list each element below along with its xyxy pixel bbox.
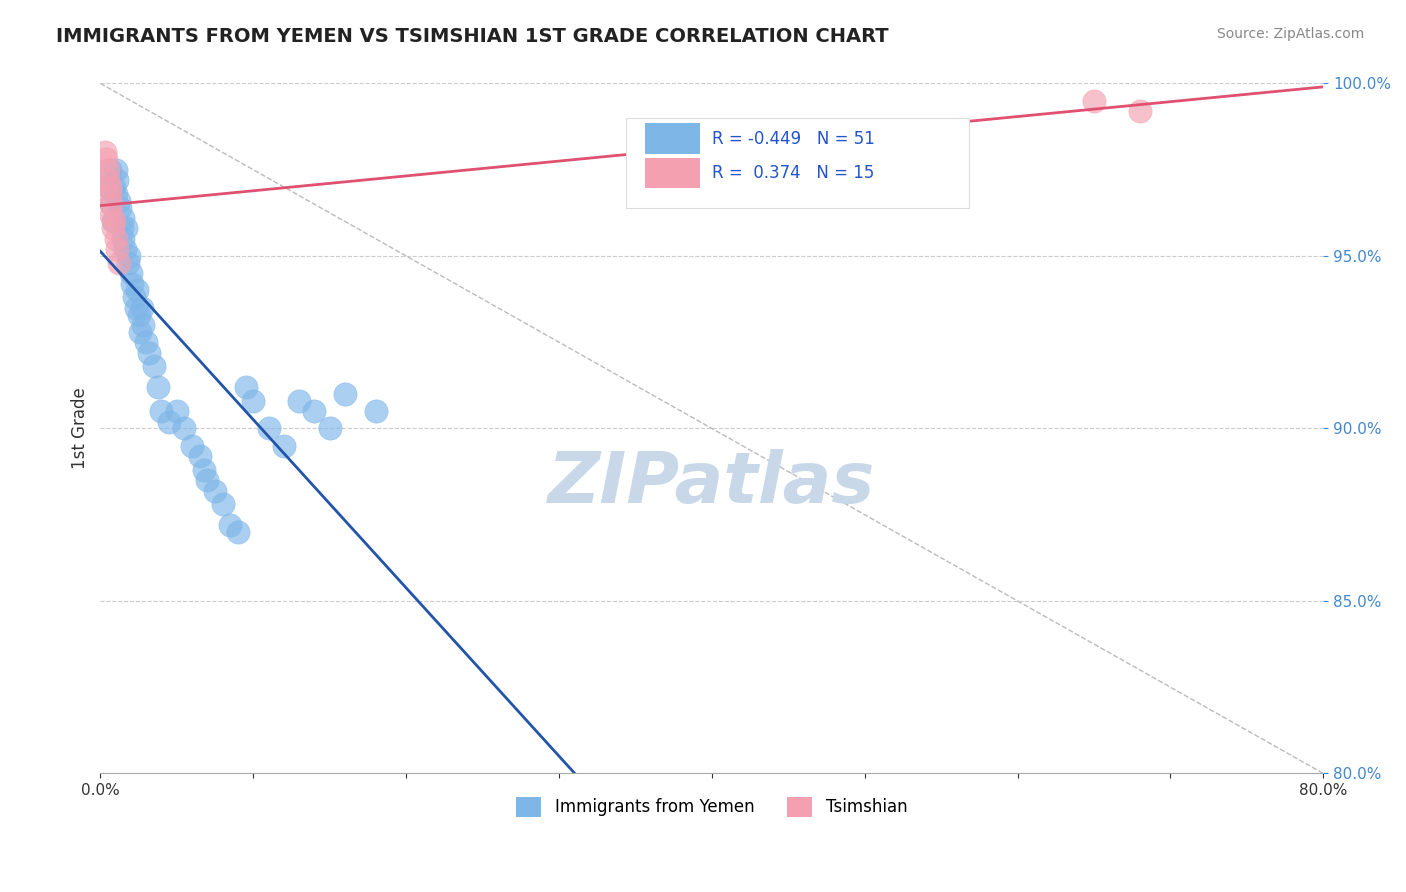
Point (157, 415, 180, 429)
Point (105, 173, 128, 187)
Point (97, 180, 120, 194)
Point (204, 483, 226, 498)
Point (117, 256, 139, 270)
Point (181, 439, 204, 453)
Point (98, 186, 121, 201)
Bar (644, 158, 700, 188)
Point (98, 180, 121, 194)
Point (242, 393, 264, 408)
Point (173, 421, 195, 435)
Point (103, 214, 125, 228)
Point (100, 197, 122, 211)
Point (188, 449, 211, 463)
Point (100, 208, 122, 222)
Point (226, 524, 249, 539)
Bar (644, 123, 700, 153)
Point (110, 201, 132, 215)
Point (304, 404, 326, 418)
Point (112, 211, 135, 225)
Legend: Immigrants from Yemen, Tsimshian: Immigrants from Yemen, Tsimshian (509, 790, 914, 823)
Point (257, 421, 280, 435)
Point (124, 301, 146, 315)
Y-axis label: 1st Grade: 1st Grade (72, 387, 89, 469)
Point (318, 421, 340, 435)
Point (288, 393, 311, 408)
Point (132, 318, 155, 332)
Point (219, 518, 242, 533)
Point (129, 325, 152, 339)
Point (195, 473, 218, 487)
Point (150, 404, 173, 418)
Point (364, 404, 387, 418)
Point (98, 162, 121, 177)
Point (211, 497, 233, 511)
Text: Source: ZipAtlas.com: Source: ZipAtlas.com (1216, 27, 1364, 41)
Point (1129, 103, 1152, 118)
Point (104, 162, 127, 177)
Point (122, 290, 145, 304)
Point (97, 173, 120, 187)
Text: R =  0.374   N = 15: R = 0.374 N = 15 (711, 164, 875, 182)
Point (166, 404, 188, 418)
Point (112, 232, 135, 246)
Point (135, 335, 157, 350)
Point (193, 463, 215, 477)
Point (235, 380, 257, 394)
Text: IMMIGRANTS FROM YEMEN VS TSIMSHIAN 1ST GRADE CORRELATION CHART: IMMIGRANTS FROM YEMEN VS TSIMSHIAN 1ST G… (56, 27, 889, 45)
Point (103, 180, 125, 194)
Point (94, 145, 117, 160)
Point (107, 256, 129, 270)
Point (118, 249, 141, 263)
Point (104, 186, 127, 201)
Point (125, 284, 148, 298)
Point (121, 277, 143, 291)
Point (96, 153, 118, 167)
Point (114, 242, 136, 256)
Point (111, 221, 134, 235)
Point (138, 345, 160, 359)
Point (120, 266, 142, 280)
Point (148, 380, 170, 394)
Point (105, 242, 128, 256)
Point (100, 197, 122, 211)
Point (333, 387, 356, 401)
FancyBboxPatch shape (626, 118, 969, 208)
Point (107, 194, 129, 208)
Text: R = -0.449   N = 51: R = -0.449 N = 51 (711, 129, 875, 148)
Point (273, 439, 295, 453)
Text: ZIPatlas: ZIPatlas (548, 450, 876, 518)
Point (128, 308, 150, 322)
Point (101, 221, 124, 235)
Point (101, 214, 124, 228)
Point (115, 221, 138, 235)
Point (97, 162, 120, 177)
Point (142, 359, 165, 374)
Point (104, 232, 127, 246)
Point (131, 301, 153, 315)
Point (1083, 94, 1105, 108)
